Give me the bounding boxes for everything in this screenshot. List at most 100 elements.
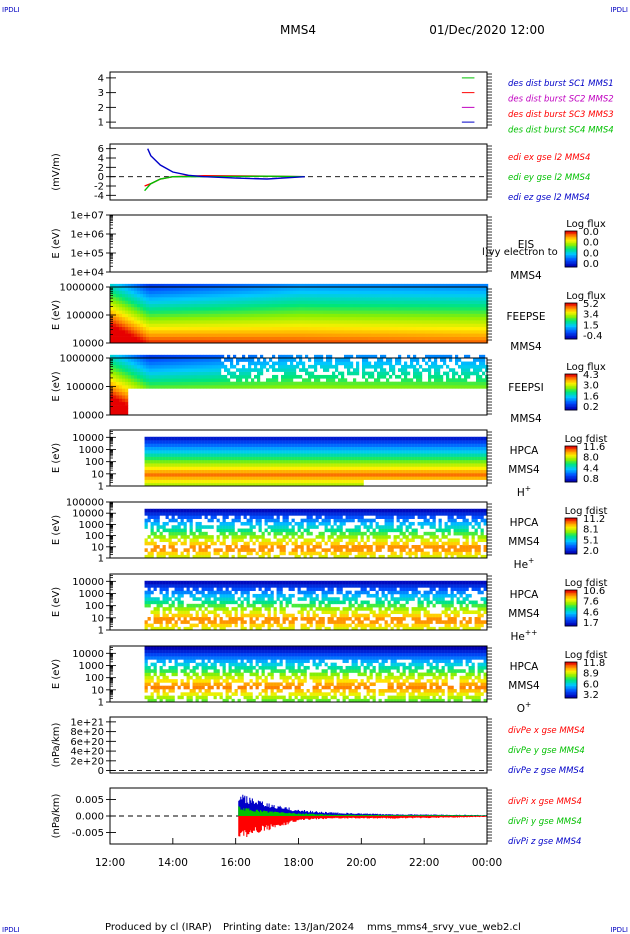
- spectrogram-bin: [458, 310, 462, 314]
- spectrogram-bin: [137, 374, 141, 379]
- spectrogram-bin: [443, 358, 447, 362]
- spectrogram-bin: [194, 316, 198, 321]
- spectrogram-bin: [458, 313, 462, 318]
- spectrogram-bin: [213, 482, 217, 487]
- spectrogram-bin: [204, 436, 208, 441]
- spectrogram-bin: [369, 453, 373, 457]
- spectrogram-bin: [215, 306, 219, 311]
- spectrogram-bin: [326, 336, 330, 341]
- spectrogram-bin: [260, 361, 264, 366]
- spectrogram-bin: [173, 326, 177, 331]
- spectrogram-bin: [185, 333, 189, 337]
- spectrogram-bin: [186, 463, 190, 467]
- spectrogram-bin: [213, 453, 217, 457]
- spectrogram-bin: [362, 339, 366, 344]
- spectrogram-bin: [236, 320, 240, 324]
- spectrogram-bin: [284, 361, 288, 366]
- corner-label: IPDLI: [2, 926, 20, 934]
- spectrogram-bin: [383, 290, 387, 295]
- spectrogram-bin: [329, 374, 333, 379]
- spectrogram-bin: [464, 303, 468, 308]
- spectrogram-bin: [470, 310, 474, 314]
- spectrogram-bin: [308, 306, 312, 311]
- spectrogram-bin: [326, 323, 330, 328]
- spectrogram-bin: [125, 330, 129, 334]
- spectrogram-bin: [258, 466, 262, 471]
- spectrogram-bin: [305, 323, 309, 328]
- spectrogram-bin: [197, 316, 201, 321]
- spectrogram-bin: [263, 364, 267, 369]
- spectrogram-bin: [183, 463, 187, 467]
- spectrogram-bin: [473, 306, 477, 311]
- spectrogram-bin: [279, 473, 283, 477]
- spectrogram-bin: [405, 469, 409, 474]
- spectrogram-bin: [383, 339, 387, 344]
- spectrogram-bin: [369, 443, 373, 447]
- spectrogram-bin: [264, 440, 268, 444]
- spectrogram-bin: [275, 361, 279, 366]
- spectrogram-bin: [380, 320, 384, 324]
- spectrogram-bin: [416, 381, 420, 386]
- spectrogram-bin: [405, 459, 409, 464]
- spectrogram-bin: [155, 339, 159, 344]
- spectrogram-bin: [168, 456, 172, 461]
- spectrogram-bin: [377, 283, 381, 288]
- spectrogram-bin: [164, 385, 168, 389]
- spectrogram-bin: [155, 336, 159, 341]
- spectrogram-bin: [390, 449, 394, 454]
- spectrogram-bin: [422, 303, 426, 308]
- spectrogram-bin: [386, 371, 390, 376]
- spectrogram-bin: [314, 333, 318, 337]
- spectrogram-bin: [194, 371, 198, 376]
- spectrogram-bin: [368, 316, 372, 321]
- spectrogram-bin: [168, 436, 172, 441]
- spectrogram-bin: [198, 473, 202, 477]
- spectrogram-bin: [414, 466, 418, 471]
- spectrogram-bin: [234, 446, 238, 451]
- spectrogram-bin: [122, 364, 126, 369]
- spectrogram-bin: [167, 385, 171, 389]
- spectrogram-bin: [192, 476, 196, 480]
- spectrogram-bin: [440, 303, 444, 308]
- spectrogram-bin: [188, 323, 192, 328]
- spectrogram-bin: [203, 287, 207, 291]
- spectrogram-bin: [176, 306, 180, 311]
- spectrogram-bin: [221, 361, 225, 366]
- spectrogram-bin: [278, 297, 282, 301]
- spectrogram-bin: [203, 316, 207, 321]
- spectrogram-bin: [144, 476, 148, 480]
- spectrogram-bin: [288, 456, 292, 461]
- spectrogram-bin: [273, 443, 277, 447]
- spectrogram-bin: [152, 306, 156, 311]
- spectrogram-bin: [198, 479, 202, 484]
- spectrogram-bin: [356, 306, 360, 311]
- spectrogram-bin: [422, 368, 426, 372]
- spectrogram-bin: [288, 482, 292, 487]
- spectrogram-bin: [170, 339, 174, 344]
- spectrogram-bin: [389, 358, 393, 362]
- spectrogram-bin: [317, 361, 321, 366]
- spectrogram-bin: [479, 378, 483, 382]
- spectrogram-bin: [476, 300, 480, 304]
- spectrogram-bin: [243, 476, 247, 480]
- spectrogram-bin: [197, 339, 201, 344]
- spectrogram-bin: [219, 440, 223, 444]
- spectrogram-bin: [110, 395, 114, 399]
- spectrogram-bin: [428, 333, 432, 337]
- spectrogram-bin: [179, 313, 183, 318]
- spectrogram-bin: [336, 436, 340, 441]
- spectrogram-bin: [171, 476, 175, 480]
- spectrogram-bin: [312, 463, 316, 467]
- spectrogram-bin: [296, 339, 300, 344]
- spectrogram-bin: [300, 459, 304, 464]
- spectrogram-bin: [383, 297, 387, 301]
- spectrogram-bin: [245, 339, 249, 344]
- spectrogram-bin: [401, 316, 405, 321]
- spectrogram-bin: [366, 443, 370, 447]
- spectrogram-bin: [155, 297, 159, 301]
- spectrogram-bin: [422, 326, 426, 331]
- spectrogram-bin: [218, 290, 222, 295]
- spectrogram-bin: [212, 358, 216, 362]
- spectrogram-bin: [158, 368, 162, 372]
- spectrogram-bin: [375, 436, 379, 441]
